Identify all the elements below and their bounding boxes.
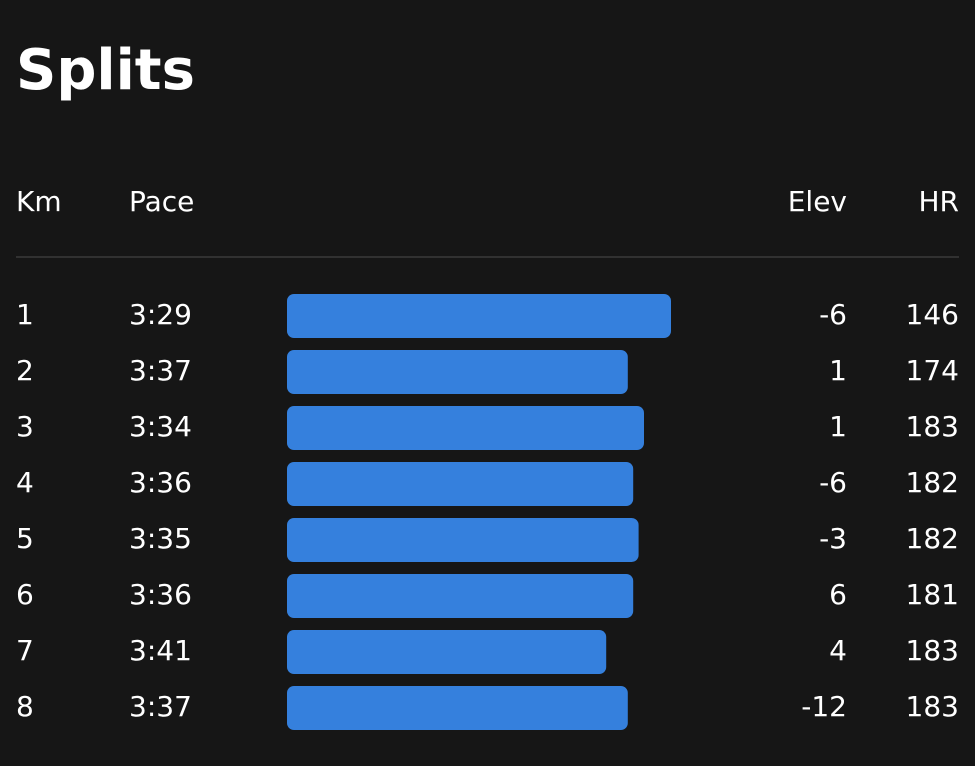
pace: 3:37 [129, 690, 192, 723]
pace-bar [287, 574, 634, 618]
pace: 3:34 [129, 410, 192, 443]
heart-rate: 182 [906, 466, 959, 499]
km: 7 [16, 634, 34, 667]
pace-bar [287, 406, 644, 450]
pace: 3:29 [129, 298, 192, 331]
elevation: -12 [801, 690, 847, 723]
km: 2 [16, 354, 34, 387]
pace: 3:37 [129, 354, 192, 387]
heart-rate: 183 [906, 690, 959, 723]
heart-rate: 146 [906, 298, 959, 331]
elevation: -3 [819, 522, 847, 555]
km: 3 [16, 410, 34, 443]
elevation: -6 [819, 298, 847, 331]
km: 6 [16, 578, 34, 611]
km: 4 [16, 466, 34, 499]
elevation: 1 [829, 410, 847, 443]
pace-bar [287, 518, 639, 562]
pace: 3:35 [129, 522, 192, 555]
pace: 3:41 [129, 634, 192, 667]
pace-bar [287, 686, 628, 730]
elevation: 1 [829, 354, 847, 387]
column-header: Km [16, 185, 62, 218]
pace-bar [287, 350, 628, 394]
pace-bar [287, 462, 634, 506]
pace-bar [287, 294, 671, 338]
pace-bar [287, 630, 607, 674]
pace: 3:36 [129, 466, 192, 499]
heart-rate: 181 [906, 578, 959, 611]
column-header: HR [918, 185, 959, 218]
column-header: Elev [788, 185, 847, 218]
heart-rate: 174 [906, 354, 959, 387]
km: 5 [16, 522, 34, 555]
heart-rate: 183 [906, 634, 959, 667]
heart-rate: 183 [906, 410, 959, 443]
title: Splits [16, 38, 195, 103]
heart-rate: 182 [906, 522, 959, 555]
elevation: 6 [829, 578, 847, 611]
elevation: -6 [819, 466, 847, 499]
pace: 3:36 [129, 578, 192, 611]
km: 1 [16, 298, 34, 331]
elevation: 4 [829, 634, 847, 667]
km: 8 [16, 690, 34, 723]
column-header: Pace [129, 185, 194, 218]
